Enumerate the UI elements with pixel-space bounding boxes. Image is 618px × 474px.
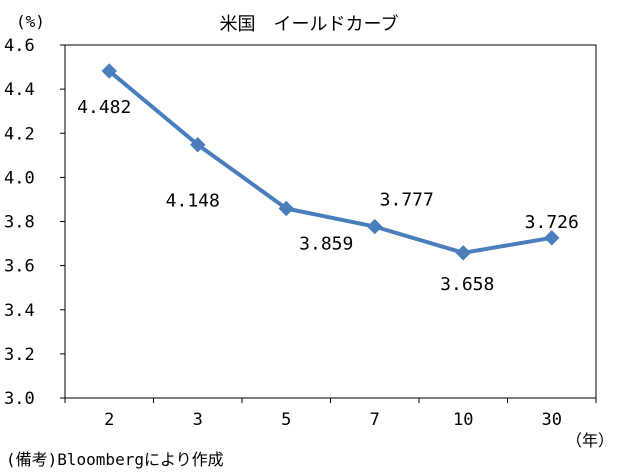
data-point-marker xyxy=(278,200,294,217)
source-note: (備考)Bloombergにより作成 xyxy=(6,450,224,469)
data-label: 4.148 xyxy=(166,191,220,212)
y-tick-label: 3.2 xyxy=(4,345,35,365)
y-tick-label: 3.6 xyxy=(4,257,35,277)
y-tick-label: 3.8 xyxy=(4,213,35,233)
data-point-marker xyxy=(367,218,383,235)
data-label: 3.859 xyxy=(299,233,353,254)
data-point-marker xyxy=(544,230,560,246)
data-label: 3.777 xyxy=(380,190,434,211)
series-line xyxy=(107,69,553,255)
chart-title: 米国 イールドカーブ xyxy=(219,14,399,35)
data-point-marker xyxy=(190,137,206,153)
x-axis-unit: （年） xyxy=(566,431,615,450)
data-point-marker xyxy=(101,63,117,79)
data-label: 3.658 xyxy=(440,274,494,295)
y-tick-label: 4.4 xyxy=(4,80,35,100)
x-tick-label: 7 xyxy=(370,410,380,430)
data-point-marker xyxy=(455,245,471,261)
x-tick-label: 2 xyxy=(104,410,114,430)
y-tick-label: 3.4 xyxy=(4,301,35,321)
x-tick-label: 10 xyxy=(453,410,473,430)
x-tick-label: 5 xyxy=(281,410,291,430)
data-label: 4.482 xyxy=(77,97,131,118)
y-tick-label: 3.0 xyxy=(4,389,35,409)
y-axis-unit: (%) xyxy=(16,12,45,31)
x-tick-label: 3 xyxy=(193,410,203,430)
y-tick-label: 4.6 xyxy=(4,36,35,56)
y-tick-label: 4.0 xyxy=(4,168,35,188)
x-tick-label: 30 xyxy=(542,410,562,430)
y-tick-label: 4.2 xyxy=(4,124,35,144)
data-label: 3.726 xyxy=(525,212,579,233)
